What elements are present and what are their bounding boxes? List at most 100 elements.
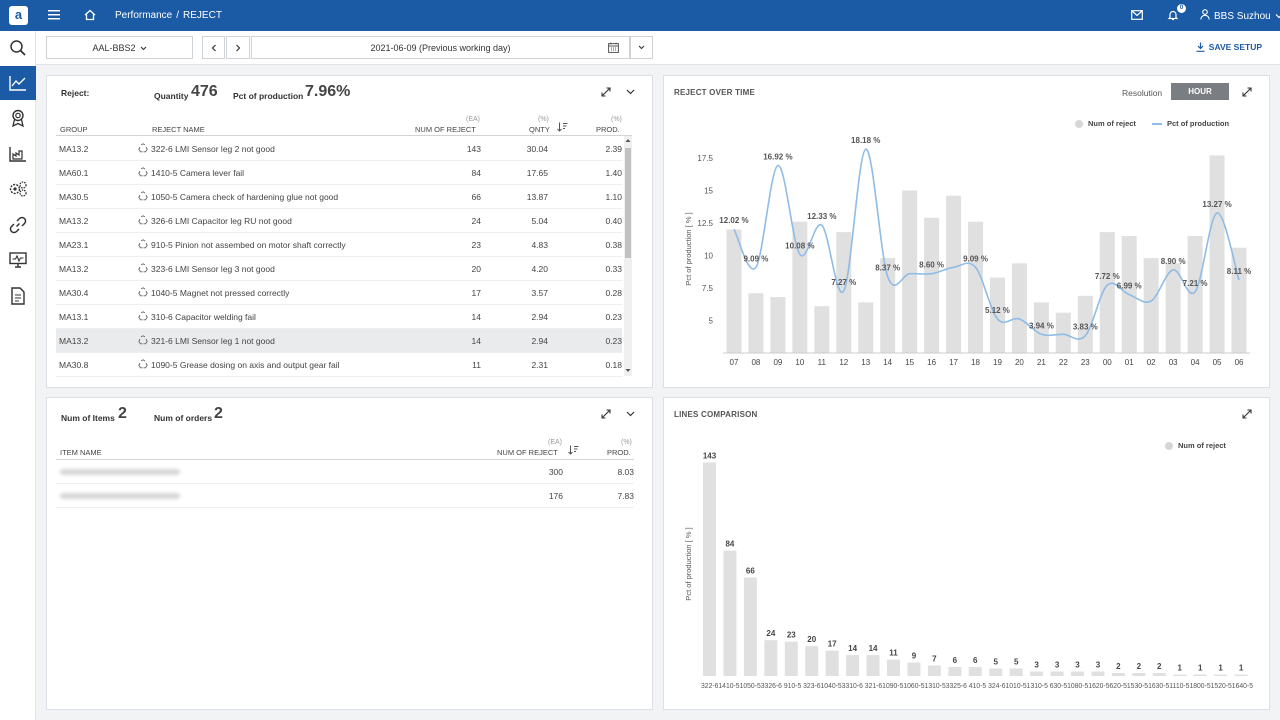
next-date-button[interactable] (226, 36, 250, 59)
bar[interactable] (748, 293, 764, 353)
bar[interactable] (989, 277, 1005, 353)
bar[interactable] (968, 667, 982, 676)
column-num-of-reject[interactable]: NUM OF REJECT (497, 448, 558, 457)
menu-icon[interactable] (47, 8, 61, 22)
bar[interactable] (1050, 671, 1064, 676)
bar[interactable] (1209, 155, 1225, 353)
table-row[interactable]: MA30.4 1040-5 Magnet not pressed correctl… (56, 281, 622, 305)
expand-icon[interactable] (1241, 408, 1253, 420)
breadcrumb-performance[interactable]: Performance (115, 10, 173, 21)
scrollbar-thumb[interactable] (625, 148, 631, 258)
bar[interactable] (723, 550, 737, 676)
bar[interactable] (858, 302, 874, 353)
table-row[interactable]: MA60.1 1410-5 Camera lever fail 84 17.65 1.4… (56, 161, 622, 185)
table-scrollbar[interactable] (624, 136, 632, 376)
bar[interactable] (866, 655, 880, 676)
table-row[interactable]: MA13.1 310-6 Capacitor welding fail 14 2.94… (56, 305, 622, 329)
table-row[interactable]: MA13.2 326-6 LMI Capacitor leg RU not goo… (56, 209, 622, 233)
expand-icon[interactable] (600, 86, 612, 98)
sidebar-item-factory[interactable] (0, 137, 36, 171)
legend-num-of-reject[interactable]: Num of reject (1075, 119, 1136, 128)
column-prod[interactable]: PROD. (596, 125, 620, 134)
bar[interactable] (814, 306, 830, 353)
pct-line[interactable] (733, 148, 1240, 340)
bar[interactable] (968, 221, 984, 353)
column-reject-name[interactable]: REJECT NAME (152, 125, 205, 134)
bar[interactable] (1071, 671, 1084, 676)
table-row[interactable]: MA13.2 322-6 LMI Sensor leg 2 not good 143… (56, 137, 622, 161)
table-row[interactable]: MA30.5 1050-5 Camera check of hardening g… (56, 185, 622, 209)
sidebar-item-reports[interactable] (0, 279, 36, 313)
bar[interactable] (927, 665, 941, 676)
bar[interactable] (1132, 673, 1146, 676)
bar[interactable] (764, 640, 778, 676)
bar[interactable] (880, 258, 896, 353)
collapse-chevron-icon[interactable] (624, 408, 636, 420)
table-row[interactable]: 300 8.03 (56, 460, 634, 484)
scroll-down-icon[interactable] (625, 368, 631, 373)
table-row[interactable]: MA30.8 1090-5 Grease dosing on axis and o… (56, 353, 622, 377)
expand-icon[interactable] (600, 408, 612, 420)
bar[interactable] (846, 655, 860, 676)
bell-icon[interactable] (1166, 8, 1180, 22)
column-item-name[interactable]: ITEM NAME (60, 448, 102, 457)
table-row[interactable]: MA23.1 910-5 Pinion not assembed on motor… (56, 233, 622, 257)
home-icon[interactable] (83, 8, 97, 22)
bar[interactable] (887, 659, 900, 676)
user-menu[interactable]: BBS Suzhou (1200, 9, 1280, 23)
sidebar-item-settings[interactable] (0, 172, 36, 206)
bar[interactable] (784, 641, 798, 676)
scroll-up-icon[interactable] (625, 138, 631, 143)
bar[interactable] (1009, 668, 1023, 676)
bar[interactable] (1091, 671, 1105, 676)
expand-icon[interactable] (1241, 86, 1253, 98)
bar[interactable] (989, 668, 1003, 676)
bar[interactable] (805, 646, 819, 676)
sidebar-item-performance[interactable] (0, 66, 36, 100)
date-field[interactable]: 2021-06-09 (Previous working day) (251, 36, 630, 59)
bar[interactable] (703, 462, 716, 676)
line-select[interactable]: AAL-BBS2 (46, 36, 193, 59)
resolution-hour-button[interactable]: HOUR (1171, 83, 1229, 100)
sidebar-item-links[interactable] (0, 208, 36, 242)
legend-num-of-reject[interactable]: Num of reject (1165, 441, 1226, 450)
bar[interactable] (948, 667, 962, 676)
column-prod[interactable]: PROD. (607, 448, 631, 457)
bar[interactable] (1214, 674, 1228, 676)
column-qnty[interactable]: QNTY (529, 125, 550, 134)
table-row[interactable]: MA13.2 323-6 LMI Sensor leg 3 not good 20 4… (56, 257, 622, 281)
bar[interactable] (1111, 673, 1125, 676)
mail-icon[interactable] (1130, 8, 1144, 22)
column-num-of-reject[interactable]: NUM OF REJECT (415, 125, 476, 134)
bar[interactable] (1055, 312, 1071, 353)
previous-date-button[interactable] (202, 36, 225, 59)
bar[interactable] (1187, 236, 1203, 353)
bar[interactable] (1030, 671, 1044, 676)
date-dropdown-button[interactable] (630, 36, 653, 59)
sort-desc-icon[interactable] (567, 444, 579, 456)
bar[interactable] (1165, 263, 1181, 353)
bar[interactable] (1143, 258, 1159, 353)
table-row[interactable]: 176 7.83 (56, 484, 634, 508)
bar[interactable] (836, 232, 852, 353)
save-setup-button[interactable]: SAVE SETUP (1196, 42, 1262, 52)
sidebar-item-quality[interactable] (0, 101, 36, 135)
bar[interactable] (902, 190, 918, 354)
sidebar-item-monitor[interactable] (0, 243, 36, 277)
bar[interactable] (1033, 302, 1049, 353)
bar[interactable] (726, 229, 742, 354)
bar[interactable] (1173, 674, 1187, 676)
bar[interactable] (743, 577, 757, 676)
bar[interactable] (924, 217, 940, 353)
bar[interactable] (1234, 674, 1248, 676)
bar[interactable] (907, 662, 921, 676)
bar[interactable] (1231, 247, 1247, 353)
bar[interactable] (1099, 232, 1115, 353)
column-group[interactable]: GROUP (60, 125, 88, 134)
bar[interactable] (946, 195, 962, 353)
table-row[interactable]: MA13.2 321-6 LMI Sensor leg 1 not good 14 2… (56, 329, 622, 353)
bar[interactable] (1011, 263, 1027, 353)
bar[interactable] (825, 650, 839, 676)
legend-pct-of-production[interactable]: Pct of production (1152, 119, 1229, 128)
sort-desc-icon[interactable] (556, 121, 568, 133)
